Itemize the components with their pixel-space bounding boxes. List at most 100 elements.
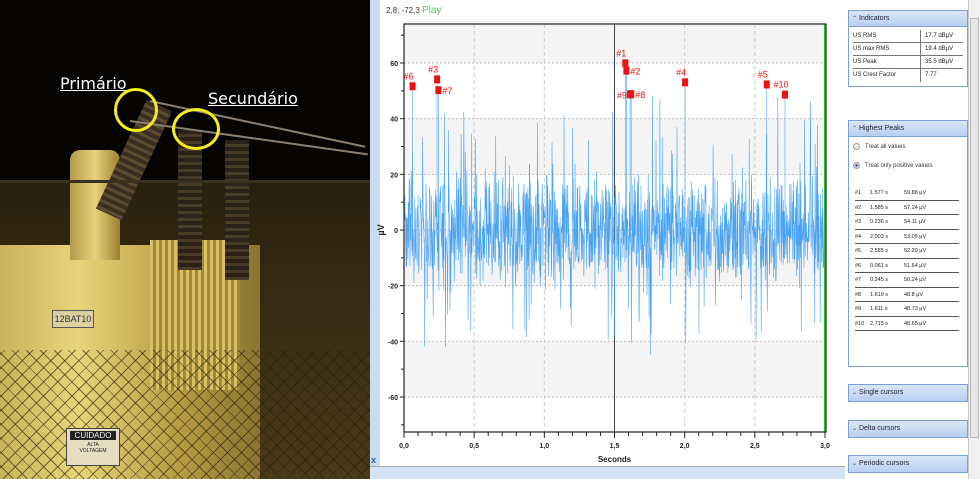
peak-marker (435, 86, 442, 95)
peak-marker (782, 90, 789, 99)
peak-marker (622, 59, 629, 68)
y-tick-label: 20 (390, 172, 398, 179)
peak-value: 57.24 µV (904, 204, 927, 211)
peak-row: #9 1.611 s 48.73 µV (855, 302, 959, 317)
x-tick-label: 1,5 (610, 443, 620, 450)
peak-value: 53.05 µV (904, 233, 927, 240)
peak-time: 1.585 s (870, 204, 889, 211)
indicators-section: ⌃ Indicators US RMS 17.7 dBµV US max RMS 19… (848, 10, 968, 87)
y-axis-label: µV (376, 224, 386, 235)
peak-marker (409, 82, 416, 91)
sign-title: CUIDADO (70, 431, 116, 440)
peak-row: #4 2.003 s 53.05 µV (855, 230, 959, 244)
periodic-cursors-title: Periodic cursors (859, 460, 910, 467)
side-panel: ⌃ Indicators US RMS 17.7 dBµV US max RMS 19… (845, 0, 968, 479)
peak-marker (763, 80, 770, 89)
indicator-row: US Crest Factor 7.77 (853, 69, 963, 82)
indicator-row: US Peak 35.5 dBµV (853, 56, 963, 69)
peak-row: #8 1.619 s 48.8 µV (855, 288, 959, 302)
radio-treat-all[interactable]: Treat all values (849, 137, 967, 156)
peak-time: 1.577 s (870, 190, 889, 196)
peak-label: #10 (855, 320, 865, 327)
peak-label: #3 (428, 64, 438, 74)
highest-peaks-title: Highest Peaks (859, 125, 905, 132)
x-tick-label: 0,0 (399, 443, 409, 450)
radio-off-icon (853, 143, 860, 150)
peak-row: #6 0.061 s 51.64 µV (855, 259, 959, 273)
indicator-row: US max RMS 19.4 dBµV (853, 43, 963, 56)
close-icon[interactable]: x (371, 455, 377, 465)
status-bar (370, 466, 845, 479)
x-tick-label: 3,0 (820, 443, 830, 450)
peak-row: #7 0.245 s 50.24 µV (855, 273, 959, 288)
x-tick-label: 2,0 (680, 443, 690, 450)
sign-line: VOLTAGEM (79, 448, 107, 454)
scrollbar-thumb[interactable] (970, 18, 979, 438)
analyzer-window: 2,8; -72,3 Play x #1 #2 #3 #4 #5 #6 #7 #8 #9 #10 6… (370, 0, 980, 479)
peak-label: #7 (442, 86, 452, 96)
peak-marker (682, 78, 689, 87)
peak-time: 0.061 s (870, 262, 889, 269)
y-tick-label: 0 (394, 228, 398, 235)
expand-icon: ⌄ (852, 390, 858, 396)
peak-label: #5 (758, 69, 768, 79)
primary-highlight-circle (114, 88, 158, 132)
x-axis-label: Seconds (598, 455, 632, 464)
x-tick-label: 2,5 (750, 443, 760, 450)
warning-sign: CUIDADO ALTA VOLTAGEM (66, 428, 120, 466)
periodic-cursors-section[interactable]: ⌄ Periodic cursors (848, 455, 968, 473)
indicators-title: Indicators (859, 15, 890, 22)
radio-treat-positive[interactable]: Treat only positive values (849, 156, 967, 175)
peak-time: 2.715 s (870, 320, 889, 327)
peak-value: 48.8 µV (904, 291, 924, 298)
peak-time: 0.245 s (870, 277, 889, 283)
peak-value: 54.11 µV (904, 219, 926, 225)
delta-cursors-section[interactable]: ⌄ Delta cursors (848, 420, 968, 438)
y-tick-label: -60 (388, 395, 398, 402)
play-button[interactable]: Play (422, 5, 442, 16)
peak-row: #1 1.577 s 59.88 µV (855, 186, 959, 201)
expand-icon: ⌄ (852, 461, 858, 467)
y-tick-label: 40 (390, 117, 398, 124)
waveform-chart[interactable]: #1 #2 #3 #4 #5 #6 #7 #8 #9 #10 60 40 20 0 -20 -40 -60 0,0… (370, 0, 845, 466)
peak-value: 52.29 µV (904, 248, 927, 254)
peak-time: 2.003 s (870, 233, 889, 240)
peak-label: #3 (855, 219, 862, 225)
peak-label: #7 (855, 277, 862, 283)
peak-label: #9 (855, 306, 862, 312)
peak-marker (434, 75, 441, 84)
peak-value: 59.88 µV (904, 190, 927, 196)
peak-list: #1 1.577 s 59.88 µV #2 1.585 s 57.24 µV #3 0.23… (849, 186, 967, 331)
peak-row: #10 2.715 s 48.65 µV (855, 317, 959, 331)
y-tick-label: -40 (388, 339, 398, 346)
highest-peaks-section: ⌃ Highest Peaks Treat all values Treat on… (848, 120, 968, 367)
peak-value: 48.73 µV (904, 306, 927, 312)
peak-value: 51.64 µV (904, 262, 927, 269)
radio-on-icon (853, 162, 860, 169)
x-tick-label: 1,0 (539, 443, 549, 450)
peak-row: #5 2.585 s 52.29 µV (855, 244, 959, 259)
peak-row: #3 0.236 s 54.11 µV (855, 215, 959, 230)
peak-label: #8 (855, 291, 862, 298)
panel-scrollbar[interactable] (968, 0, 980, 479)
peak-label: #4 (676, 67, 686, 77)
side-tab-strip[interactable] (370, 0, 380, 466)
label-primary: Primário (60, 74, 127, 93)
single-cursors-title: Single cursors (859, 389, 904, 396)
peak-time: 2.585 s (870, 248, 889, 254)
peak-label: #5 (855, 248, 862, 254)
peak-value: 48.65 µV (904, 320, 927, 327)
indicators-header[interactable]: ⌃ Indicators (849, 11, 967, 27)
highest-peaks-header[interactable]: ⌃ Highest Peaks (849, 121, 967, 137)
y-tick-label: 60 (390, 61, 398, 68)
collapse-icon: ⌃ (852, 16, 858, 22)
x-tick-label: 0,5 (469, 443, 479, 450)
single-cursors-section[interactable]: ⌄ Single cursors (848, 384, 968, 402)
secondary-highlight-circle (172, 108, 220, 150)
peak-label: #2 (855, 204, 862, 211)
peak-value: 50.24 µV (904, 277, 927, 283)
label-secondary: Secundário (208, 89, 298, 108)
cursor-readout: 2,8; -72,3 (386, 6, 420, 15)
peak-time: 1.619 s (870, 291, 889, 298)
delta-cursors-title: Delta cursors (859, 425, 901, 432)
